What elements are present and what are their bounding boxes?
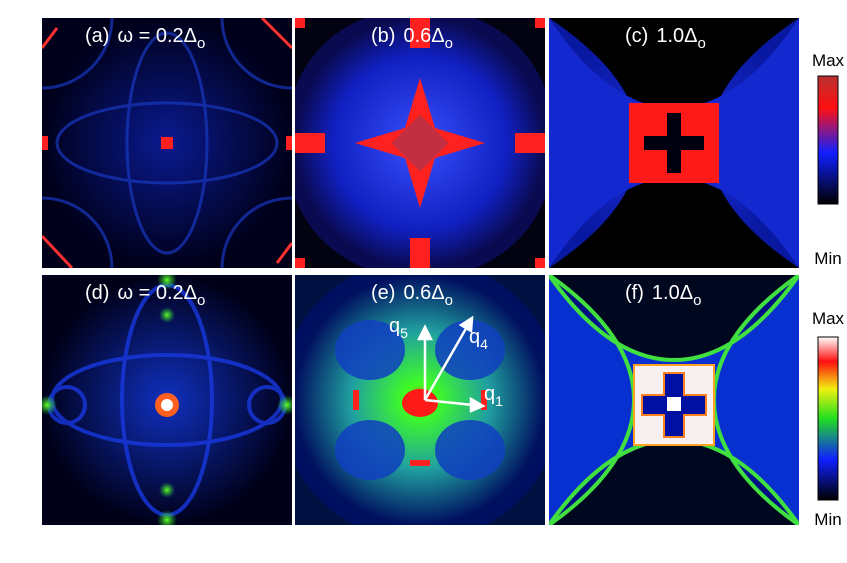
panel-label: (b) — [371, 25, 395, 47]
colorbar-max: Max — [812, 51, 845, 70]
panel-text: 1.0Δ — [652, 282, 693, 304]
panel-text: 0.6Δ — [403, 25, 444, 47]
colorbar — [817, 75, 839, 205]
vector-sub: 5 — [400, 325, 408, 341]
panel-sub: o — [445, 292, 453, 309]
colorbar-min: Min — [814, 510, 841, 529]
panel-label: (f) — [625, 282, 644, 304]
svg-text:(a)ω = 0.2Δo: (a) ω = 0.2Δo — [85, 25, 205, 52]
vector-name: q — [469, 326, 480, 348]
panel-label: (d) — [85, 282, 109, 304]
panel-d — [42, 275, 292, 525]
svg-text:(d)ω = 0.2Δo: (d) ω = 0.2Δo — [85, 282, 205, 309]
panel-text: ω = 0.2Δ — [117, 25, 197, 47]
svg-text:q4: q4 — [469, 326, 488, 352]
svg-text:q5: q5 — [389, 315, 408, 341]
panel-text: 1.0Δ — [656, 25, 697, 47]
panel-a — [42, 18, 292, 268]
panel-sub: o — [693, 292, 701, 309]
panel-labels: (a) ω = 0.2Δo (b) 0.6Δo (c) 1.0Δo (d) ω = 0.… — [85, 25, 706, 409]
colorbar-min: Min — [814, 249, 841, 268]
panel-f — [549, 275, 799, 525]
vector-name: q — [484, 383, 495, 405]
svg-text:(f)1.0Δo: (f) 1.0Δo — [625, 282, 701, 309]
svg-text:q1: q1 — [484, 383, 503, 409]
panel-label: (e) — [371, 282, 395, 304]
vector-sub: 1 — [495, 393, 503, 409]
vector-name: q — [389, 315, 400, 337]
panel-sub: o — [197, 35, 205, 52]
svg-text:(b)0.6Δo: (b) 0.6Δo — [371, 25, 453, 52]
panel-text: ω = 0.2Δ — [117, 282, 197, 304]
panel-sub: o — [698, 35, 706, 52]
svg-text:(e)0.6Δo: (e) 0.6Δo — [371, 282, 453, 309]
panel-e — [295, 275, 545, 525]
panel-label: (a) — [85, 25, 109, 47]
panel-label: (c) — [625, 25, 648, 47]
vector-sub: 4 — [480, 336, 488, 352]
panel-sub: o — [445, 35, 453, 52]
colorbar-max: Max — [812, 309, 845, 328]
colorbar — [817, 336, 839, 501]
panel-b — [295, 18, 545, 268]
svg-text:(c)1.0Δo: (c) 1.0Δo — [625, 25, 706, 52]
panel-text: 0.6Δ — [403, 282, 444, 304]
panel-c — [549, 18, 799, 268]
panel-sub: o — [197, 292, 205, 309]
